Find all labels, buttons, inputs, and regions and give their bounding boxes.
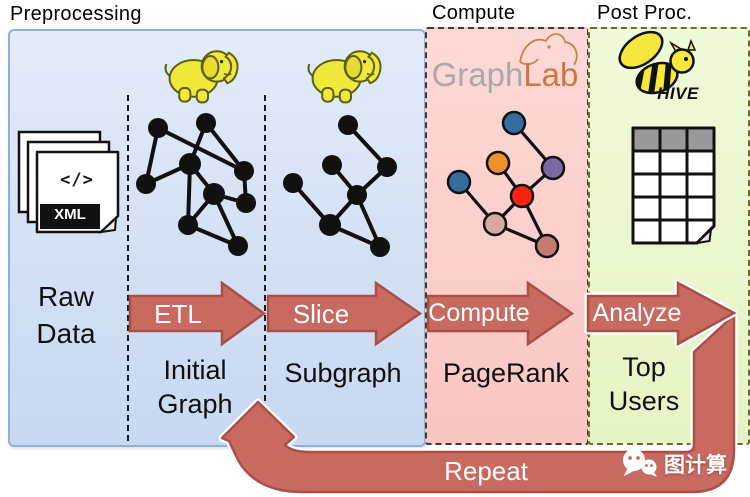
- analyze-arrow-label: Analyze: [592, 299, 682, 327]
- etl-arrow-label: ETL: [154, 299, 202, 329]
- hive-logo-label: HIVE: [657, 84, 699, 103]
- initial-graph-label: Initial Graph: [157, 355, 233, 419]
- subgraph-label: Subgraph: [284, 358, 402, 388]
- graphlab-logo-orange: Lab: [523, 56, 579, 93]
- graphlab-logo: GraphLab: [426, 56, 584, 94]
- top-users-label: Top Users: [608, 352, 680, 416]
- xml-code-glyph: </>: [60, 170, 94, 190]
- pagerank-label: PageRank: [442, 358, 570, 388]
- watermark-text: 图计算: [664, 453, 727, 477]
- wechat-icon: [623, 449, 657, 477]
- preprocessing-header: Preprocessing: [10, 3, 142, 25]
- slice-arrow-label: Slice: [292, 299, 350, 329]
- watermark: 图计算: [621, 448, 727, 479]
- separator-rawdata-etl: [127, 95, 129, 441]
- compute-header: Compute: [432, 2, 516, 24]
- postproc-header: Post Proc.: [597, 2, 693, 24]
- xml-badge-label: XML: [54, 206, 86, 223]
- raw-data-label: Raw Data: [36, 281, 96, 349]
- graphlab-logo-gray: Graph: [431, 56, 524, 93]
- repeat-label: Repeat: [444, 456, 528, 486]
- separator-etl-slice: [264, 95, 266, 441]
- compute-arrow-label: Compute: [428, 299, 530, 327]
